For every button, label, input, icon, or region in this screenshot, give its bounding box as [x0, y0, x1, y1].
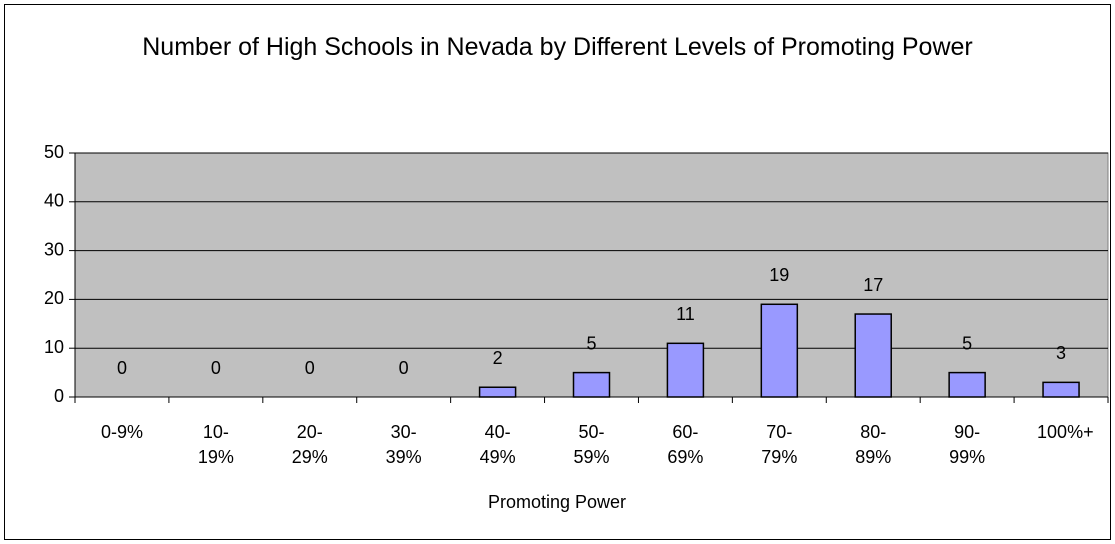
data-label: 19 — [769, 265, 789, 285]
data-label: 11 — [676, 304, 695, 324]
data-label: 0 — [305, 358, 315, 378]
bar — [478, 386, 517, 398]
chart-title: Number of High Schools in Nevada by Diff… — [142, 33, 973, 61]
x-tick-label: 20-29% — [291, 422, 328, 467]
bar — [572, 371, 611, 398]
x-tick-label: 10-19% — [197, 422, 234, 467]
data-label: 0 — [399, 358, 409, 378]
y-tick-label: 40 — [44, 191, 64, 211]
data-label: 5 — [962, 333, 972, 353]
y-tick-label: 50 — [44, 142, 64, 162]
bar — [760, 303, 799, 398]
data-label: 2 — [493, 348, 503, 368]
bar — [948, 371, 986, 398]
bar — [1042, 381, 1080, 398]
y-tick-label: 10 — [44, 337, 64, 357]
y-tick-label: 0 — [54, 386, 64, 406]
x-axis-label: Promoting Power — [487, 492, 627, 512]
x-tick-label: 100%+ — [1037, 422, 1094, 442]
x-tick-label: 90-99% — [949, 422, 986, 467]
data-label: 0 — [117, 358, 127, 378]
y-tick-label: 20 — [44, 288, 64, 308]
x-tick-label: 30-39% — [385, 422, 422, 467]
x-tick-label: 0-9% — [100, 422, 143, 442]
x-tick-label: 40-49% — [479, 422, 516, 467]
y-tick-label: 30 — [44, 239, 64, 259]
bar — [666, 342, 705, 398]
x-tick-label: 60-69% — [667, 422, 704, 467]
data-label: 0 — [211, 358, 221, 378]
x-tick-label: 80-89% — [855, 422, 892, 467]
plot-area — [74, 152, 1109, 398]
data-label: 17 — [863, 275, 883, 295]
bar — [854, 313, 892, 398]
data-label: 3 — [1056, 343, 1066, 363]
x-tick-label: 50-59% — [573, 422, 610, 467]
x-tick-label: 70-79% — [761, 422, 798, 467]
data-label: 5 — [586, 333, 596, 353]
